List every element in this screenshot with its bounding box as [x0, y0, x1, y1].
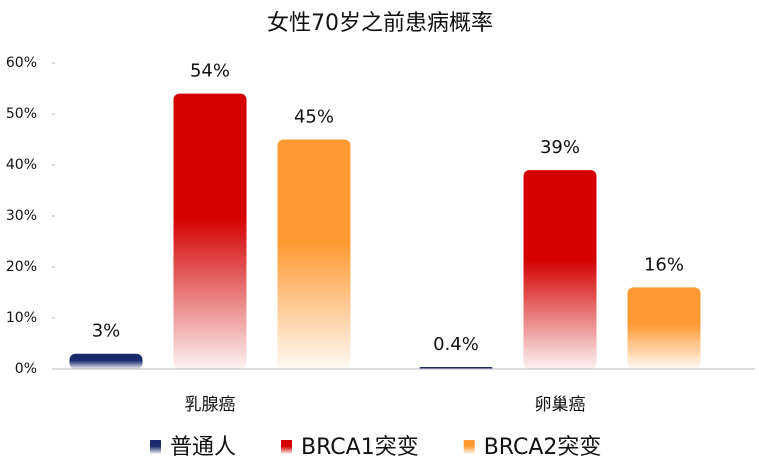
y-tick-label: 50%: [6, 106, 37, 122]
bar: [419, 366, 493, 369]
y-tick-label: 0%: [15, 361, 37, 377]
value-label: 54%: [190, 61, 230, 82]
y-tick-label: 40%: [6, 157, 37, 173]
legend-label: BRCA1突变: [301, 435, 419, 460]
value-label: 0.4%: [433, 334, 479, 355]
value-label: 39%: [540, 137, 580, 158]
y-tick-label: 20%: [6, 259, 37, 275]
x-tick-label: 卵巢癌: [535, 395, 586, 415]
bar: [627, 287, 701, 369]
y-tick-label: 10%: [6, 310, 37, 326]
legend-swatch: [150, 440, 161, 454]
y-tick-label: 30%: [6, 208, 37, 224]
legend-swatch: [281, 440, 293, 454]
value-label: 45%: [294, 107, 334, 128]
legend-label: BRCA2突变: [484, 435, 602, 460]
legend-label: 普通人: [170, 435, 236, 460]
y-tick-label: 60%: [6, 55, 37, 71]
bar: [173, 93, 247, 369]
value-label: 16%: [644, 254, 684, 275]
value-label: 3%: [92, 321, 121, 342]
bar: [69, 353, 143, 369]
bar: [277, 139, 351, 369]
x-tick-label: 乳腺癌: [185, 395, 236, 415]
bar: [523, 170, 597, 369]
chart-title: 女性70岁之前患病概率: [267, 11, 493, 36]
legend-swatch: [463, 440, 475, 454]
